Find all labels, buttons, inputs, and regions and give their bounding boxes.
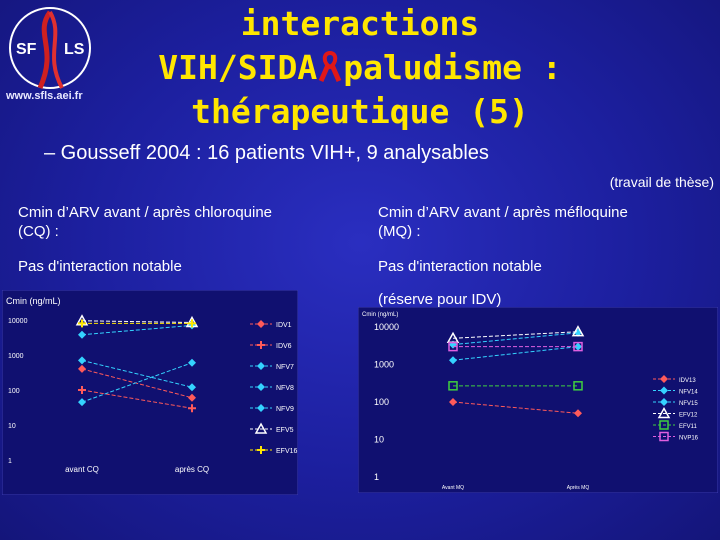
data-point-efv11 xyxy=(448,381,458,391)
data-point-idv13 xyxy=(574,409,582,418)
legend-marker xyxy=(660,398,668,406)
legend-label: EFV11 xyxy=(679,424,698,430)
x-tick-label: Avant MQ xyxy=(442,485,464,491)
data-point-efv12 xyxy=(571,325,585,337)
series-line-nfv9 xyxy=(81,324,193,336)
series-line-idv1 xyxy=(81,368,193,399)
red-ribbon-icon xyxy=(318,51,342,83)
title-line-2a: VIH/SIDA xyxy=(158,48,318,87)
thesis-note: (travail de thèse) xyxy=(609,174,714,190)
title-line-2b: paludisme : xyxy=(343,48,562,87)
data-point-efv16 xyxy=(78,319,86,328)
series-line-efv5 xyxy=(81,320,193,323)
chart-chloroquine-svg: Cmin (ng/mL) 10000 1000 100 10 1 avant CQ après… xyxy=(2,290,298,495)
legend-label: NFV7 xyxy=(276,364,294,371)
chart-ylabel: Cmin (ng/mL) xyxy=(362,312,398,318)
title-line-2: VIH/SIDA paludisme : xyxy=(130,46,590,90)
legend-marker xyxy=(657,406,671,419)
legend-label: IDV13 xyxy=(679,378,696,384)
data-point-nfv9 xyxy=(78,330,86,339)
legend-marker xyxy=(257,320,265,328)
data-point-idv1 xyxy=(78,364,86,373)
series-line-nfv8 xyxy=(81,362,193,403)
legend-marker xyxy=(660,386,668,395)
y-tick-label: 100 xyxy=(374,397,389,407)
legend-label: EFV12 xyxy=(679,413,698,419)
data-point-efv11 xyxy=(573,381,583,391)
y-tick-label: 10 xyxy=(374,435,384,445)
chart-chloroquine: Cmin (ng/mL) 10000 1000 100 10 1 avant CQ après… xyxy=(2,290,298,495)
series-line-nfv7 xyxy=(81,359,193,388)
legend-label: NFV9 xyxy=(276,406,294,413)
right-heading-line-2: (MQ) : xyxy=(378,223,421,240)
legend-marker xyxy=(257,404,265,412)
data-point-idv6 xyxy=(188,404,196,413)
data-point-nfv8 xyxy=(78,398,86,407)
y-tick-label: 1 xyxy=(374,472,379,482)
data-point-idv6 xyxy=(78,386,86,394)
x-tick-label: Après MQ xyxy=(567,485,590,491)
series-line-idv6 xyxy=(81,389,193,409)
chart-mefloquine-svg: Cmin (ng/mL) 10000 1000 100 10 1 Avant MQ Après… xyxy=(358,307,718,493)
legend-label: EFV5 xyxy=(276,427,294,434)
data-point-idv1 xyxy=(188,393,196,402)
legend-label: NFV14 xyxy=(679,390,698,396)
series-line-efv12 xyxy=(452,331,579,339)
right-note: (réserve pour IDV) xyxy=(378,291,502,308)
series-line-nfv15 xyxy=(452,332,579,346)
legend-marker xyxy=(257,341,265,349)
legend-label: NVP16 xyxy=(679,436,699,442)
y-tick-label: 100 xyxy=(8,388,20,395)
legend-label: EFV16 xyxy=(276,448,298,455)
legend-marker xyxy=(257,383,265,391)
legend-marker xyxy=(660,375,668,383)
y-tick-label: 10000 xyxy=(374,322,399,332)
legend-label: IDV6 xyxy=(276,343,292,350)
data-point-efv16 xyxy=(188,319,196,328)
y-tick-label: 1000 xyxy=(374,360,394,370)
series-line-idv13 xyxy=(452,401,579,414)
x-tick-label: avant CQ xyxy=(65,465,99,474)
series-line-nfv14 xyxy=(452,346,579,361)
legend-label: NFV8 xyxy=(276,385,294,392)
data-point-nfv7 xyxy=(188,383,196,392)
title-line-3: thérapeutique (5) xyxy=(191,92,529,131)
sfls-emblem: SF LS xyxy=(9,7,91,90)
x-tick-label: après CQ xyxy=(175,465,209,474)
data-point-nfv14 xyxy=(449,356,457,365)
logo-letters-right: LS xyxy=(64,41,85,58)
y-tick-label: 1000 xyxy=(8,353,24,360)
chart-background xyxy=(358,307,718,493)
left-heading-line-1: Cmin d’ARV avant / après chloroquine xyxy=(18,204,273,221)
legend-marker xyxy=(254,422,268,434)
y-tick-label: 1 xyxy=(8,458,12,465)
logo-url: www.sfls.aei.fr xyxy=(6,90,83,102)
y-tick-label: 10000 xyxy=(8,318,28,325)
data-point-idv13 xyxy=(449,398,457,406)
chart-ylabel: Cmin (ng/mL) xyxy=(6,296,61,306)
logo-letters-left: SF xyxy=(16,41,37,58)
right-heading-line-1: Cmin d’ARV avant / après méfloquine xyxy=(378,204,628,221)
sfls-logo: SF LS xyxy=(4,4,96,112)
left-result: Pas d'interaction notable xyxy=(18,258,182,275)
chart-background xyxy=(2,290,298,495)
data-point-nvp16 xyxy=(448,341,458,352)
legend-label: IDV1 xyxy=(276,322,292,329)
data-point-nvp16 xyxy=(573,341,583,352)
data-point-nfv7 xyxy=(78,356,86,365)
y-tick-label: 10 xyxy=(8,423,16,430)
data-point-nfv8 xyxy=(188,358,196,367)
title-line-1: interactions xyxy=(240,4,480,43)
chart-mefloquine: Cmin (ng/mL) 10000 1000 100 10 1 Avant MQ Après… xyxy=(358,307,718,493)
legend-marker xyxy=(659,420,669,430)
legend-label: NFV15 xyxy=(679,401,698,407)
legend-marker xyxy=(257,362,265,370)
slide-title: interactions VIH/SIDA paludisme : thérap… xyxy=(130,2,590,134)
data-point-nfv14 xyxy=(574,342,582,351)
left-heading-line-2: (CQ) : xyxy=(18,223,59,240)
study-bullet: – Gousseff 2004 : 16 patients VIH+, 9 an… xyxy=(44,142,489,164)
right-result: Pas d'interaction notable xyxy=(378,258,542,275)
legend-marker xyxy=(257,446,265,454)
legend-marker xyxy=(659,431,669,442)
